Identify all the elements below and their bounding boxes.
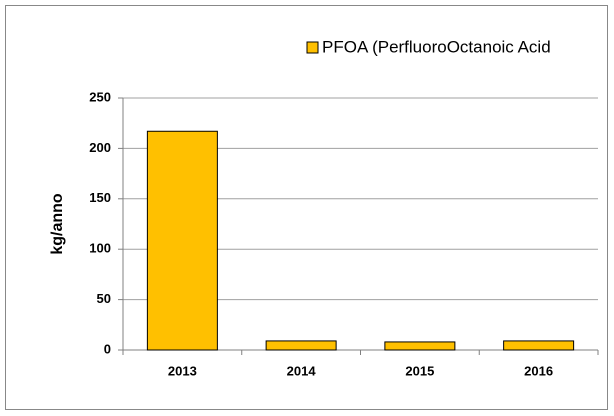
- x-tick-label: 2013: [168, 363, 197, 378]
- y-tick-label: 250: [89, 89, 111, 104]
- legend-label: PFOA (PerfluoroOctanoic Acid: [322, 37, 551, 56]
- y-tick-label: 0: [104, 341, 111, 356]
- y-axis-label: kg/anno: [49, 193, 66, 255]
- legend-swatch: [306, 41, 319, 54]
- y-tick-label: 200: [89, 140, 111, 155]
- bar: [265, 340, 337, 351]
- bar: [503, 340, 575, 351]
- x-tick-label: 2014: [287, 363, 317, 378]
- y-tick-label: 150: [89, 190, 111, 205]
- y-tick-label: 100: [89, 241, 111, 256]
- y-tick-label: 50: [97, 291, 111, 306]
- bar: [384, 341, 456, 351]
- x-tick-label: 2015: [405, 363, 434, 378]
- bar: [146, 130, 218, 351]
- x-tick-label: 2016: [524, 363, 553, 378]
